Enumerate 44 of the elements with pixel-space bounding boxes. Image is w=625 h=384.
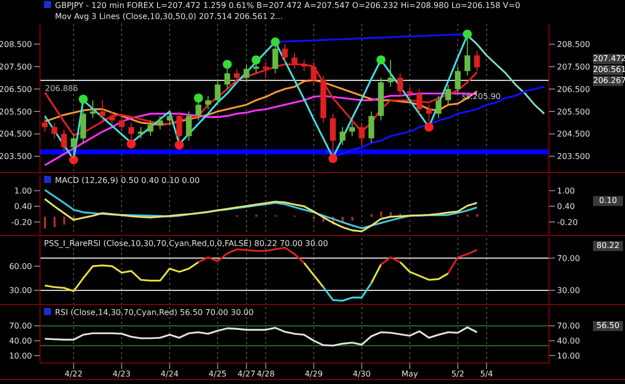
chart-title: RSI (Close,14,30,70,Cyan,Red) 56.50 70.00 30.00 xyxy=(54,308,254,318)
x-tick-label: 4/24 xyxy=(160,370,179,379)
chart-title: GBPJPY - 120 min FOREX L=207.472 1.259 0.61% B=207.472 A=207.547 O=206.232 Hi=208.980 Lo=206.158 V=0 xyxy=(54,0,520,11)
text: 80.22 xyxy=(593,241,623,252)
y-tick-label: 0.40 xyxy=(14,202,32,212)
x-tick-label: 5/2 xyxy=(451,370,464,379)
x-tick-label: 4/27 xyxy=(237,370,256,379)
y2-tick-label: 1.00 xyxy=(557,186,575,196)
y2-tick-label: 208.500 xyxy=(557,40,590,50)
x-tick-label: 5/4 xyxy=(480,370,494,379)
text: 206.561 xyxy=(593,64,625,75)
y2-tick-label: 205.500 xyxy=(557,107,590,116)
y2-tick-label: -0.20 xyxy=(557,218,578,227)
chart-title: MACD (12,26,9) 0.50 0.40 0.10 0.00 xyxy=(54,176,200,186)
x-tick-label: 4/22 xyxy=(64,370,83,379)
y2-tick-label: 70.00 xyxy=(557,322,580,331)
y2-tick-label: 0.40 xyxy=(557,202,575,212)
x-tick-label: 4/29 xyxy=(304,370,323,379)
y2-tick-label: 207.500 xyxy=(557,62,590,72)
text: 207.472 xyxy=(593,54,625,64)
ref-line-label: 206.886 xyxy=(45,84,78,94)
y2-tick-label: 30.00 xyxy=(557,286,580,296)
x-tick-label: 4/30 xyxy=(352,370,371,379)
y-tick-label: 10.00 xyxy=(9,351,32,360)
y2-tick-label: 10.00 xyxy=(557,351,580,360)
x-tick-label: May xyxy=(401,370,418,379)
y-tick-label: 60.00 xyxy=(9,262,32,272)
y2-tick-label: 40.00 xyxy=(557,336,580,346)
chart-title: PSS_I_RareRSI (Close,10,30,70,Cyan,Red,0,0,FALSE) 80.22 70.00 30.00 xyxy=(44,239,328,249)
y2-tick-label: 203.500 xyxy=(557,152,590,162)
text: 56.50 xyxy=(593,321,623,331)
y2-tick-label: 70.00 xyxy=(557,254,580,263)
y2-tick-label: 204.500 xyxy=(557,130,590,139)
x-tick-label: 4/28 xyxy=(256,370,275,379)
x-tick-label: 4/23 xyxy=(112,370,131,379)
y-tick-label: 70.00 xyxy=(9,322,32,331)
y-tick-label: 40.00 xyxy=(9,336,32,346)
x-tick-label: 4/25 xyxy=(208,370,227,379)
text: 0.10 xyxy=(593,196,623,206)
y-tick-label: 1.00 xyxy=(14,186,32,196)
y2-tick-label: 206.500 xyxy=(557,84,590,94)
y-tick-label: 30.00 xyxy=(9,286,32,296)
chart-subtitle: Mov Avg 3 Lines (Close,10,30,50,0) 207.514 206.561 2... xyxy=(54,11,284,22)
y-tick-label: -0.20 xyxy=(11,218,32,227)
